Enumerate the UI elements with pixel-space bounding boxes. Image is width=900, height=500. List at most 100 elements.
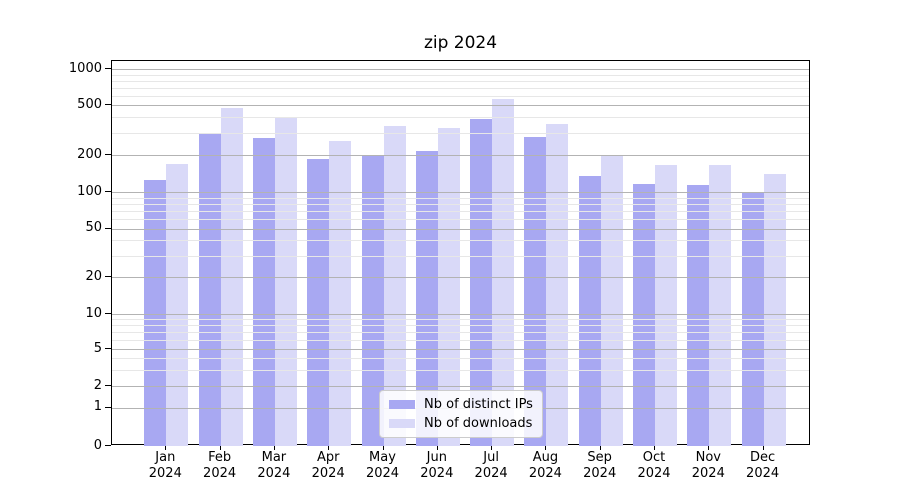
y-tick-mark [105,313,111,314]
x-tick-mark [436,445,438,450]
x-tick-mark [328,445,330,450]
bar-downloads-sep [600,155,623,446]
x-tick-mark [708,445,710,450]
bar-distinct-ips-aug [524,136,547,446]
legend-swatch-downloads [389,419,415,428]
legend-label-downloads: Nb of downloads [424,416,533,431]
bar-downloads-dec [763,174,786,446]
y-tick-mark [105,154,111,155]
gridline-minor [112,80,809,82]
bar-downloads-jul [492,99,515,446]
gridline-minor [112,340,809,341]
x-tick-label: Jul 2024 [474,450,508,481]
gridline-minor [112,203,809,205]
gridline-minor [112,358,809,360]
x-tick-label: Nov 2024 [691,450,725,481]
y-tick-mark [105,445,111,446]
gridline-minor [112,197,809,199]
gridline-minor [112,218,809,220]
bar-distinct-ips-jun [415,151,438,446]
legend-label-distinct-ips: Nb of distinct IPs [424,397,533,412]
legend-swatch-distinct-ips [389,400,415,409]
legend-entry-distinct-ips: Nb of distinct IPs [389,397,534,412]
legend-entry-downloads: Nb of downloads [389,416,534,431]
gridline-minor [112,133,809,134]
gridline-major [112,155,809,156]
x-tick-label: Apr 2024 [311,450,345,481]
bar-downloads-nov [709,164,732,446]
x-tick-label: Aug 2024 [528,450,562,481]
y-tick-label: 200 [77,146,102,162]
x-tick-label: Dec 2024 [746,450,780,481]
y-tick-label: 50 [85,220,102,235]
y-tick-mark [105,191,111,192]
y-tick-label: 2 [93,377,102,393]
y-tick-mark [105,348,111,350]
bar-distinct-ips-jan [144,180,167,446]
x-tick-label: Jun 2024 [420,450,454,481]
y-tick-mark [105,276,111,277]
y-tick-label: 1000 [68,60,102,76]
bar-distinct-ips-may [361,155,384,446]
y-tick-mark [105,68,111,70]
x-tick-mark [762,445,764,450]
bar-distinct-ips-mar [252,138,275,446]
gridline-minor [112,210,809,212]
y-tick-label: 100 [77,183,102,199]
x-tick-label: Jan 2024 [148,450,182,481]
bar-distinct-ips-nov [687,185,710,446]
gridline-major [112,69,809,71]
x-tick-mark [219,445,221,450]
bar-downloads-jun [437,128,460,446]
gridline-minor [112,117,809,119]
plot-area [111,60,810,446]
x-tick-mark [545,445,547,450]
y-tick-label: 5 [93,340,102,356]
bar-downloads-apr [329,141,352,446]
x-tick-mark [165,445,167,450]
x-tick-mark [599,445,601,450]
bar-downloads-mar [274,116,297,446]
chart-title: zip 2024 [423,33,498,53]
gridline-major [112,349,809,351]
x-tick-mark [654,445,655,450]
y-tick-label: 0 [93,437,102,453]
y-tick-label: 10 [85,305,102,321]
x-tick-label: May 2024 [365,450,400,481]
bar-distinct-ips-sep [578,175,601,446]
gridline-minor [112,255,809,257]
gridline-minor [112,319,809,321]
gridline-major [112,192,809,193]
legend: Nb of distinct IPs Nb of downloads [379,390,543,438]
gridline-major [112,314,809,315]
x-tick-label: Oct 2024 [637,450,671,481]
y-tick-mark [105,385,111,387]
gridline-minor [112,87,809,89]
y-tick-label: 500 [77,96,102,112]
bar-downloads-may [383,126,406,446]
y-tick-label: 1 [93,399,102,415]
x-tick-label: Sep 2024 [583,450,617,481]
x-tick-label: Mar 2024 [257,450,291,481]
gridline-major [112,228,809,230]
bar-downloads-oct [655,165,677,446]
gridline-minor [112,240,809,242]
x-tick-mark [273,445,275,450]
gridline-minor [112,95,809,97]
x-tick-mark [382,445,384,450]
bar-downloads-jan [166,163,189,446]
gridline-minor [112,74,809,76]
y-tick-mark [105,227,111,229]
gridline-minor [112,332,809,334]
bar-distinct-ips-apr [307,159,330,446]
bar-downloads-aug [546,124,569,446]
gridline-major [112,105,809,107]
y-tick-mark [105,406,111,408]
gridline-major [112,386,809,388]
y-tick-label: 20 [85,268,102,284]
bar-distinct-ips-feb [198,133,221,446]
x-tick-mark [491,445,493,450]
bar-distinct-ips-jul [470,118,493,446]
gridline-minor [112,369,809,371]
